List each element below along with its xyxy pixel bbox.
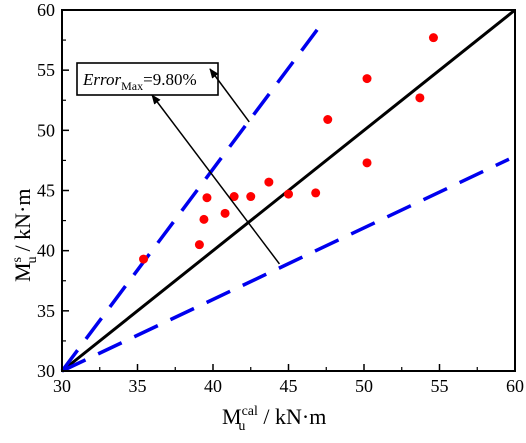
- y-tick-label: 40: [37, 241, 55, 261]
- annotation-text: ErrorMax=9.80%: [82, 70, 197, 93]
- x-tick-label: 35: [129, 376, 147, 396]
- x-tick-label: 50: [355, 376, 373, 396]
- y-tick-label: 60: [37, 0, 55, 20]
- data-point: [362, 158, 372, 168]
- data-point: [284, 189, 293, 199]
- dashed-bound-line-1: [60, 18, 327, 373]
- data-points-layer: [139, 33, 438, 264]
- data-point: [199, 214, 209, 224]
- axes-layer: 30 35 40 45 50 55 60 30 35 40 45 50 55 60: [37, 0, 524, 396]
- y-tick-label: 45: [37, 181, 55, 201]
- data-point: [323, 115, 333, 125]
- x-tick-label: 30: [53, 376, 71, 396]
- data-point: [202, 193, 212, 203]
- x-tick-label: 55: [431, 376, 449, 396]
- data-point: [415, 93, 425, 103]
- x-tick-label: 40: [204, 376, 222, 396]
- data-point: [311, 188, 321, 198]
- x-tick-label: 45: [280, 376, 298, 396]
- annotation-box: [76, 62, 219, 96]
- y-tick-label: 30: [37, 361, 55, 381]
- data-point: [139, 254, 149, 264]
- data-point: [194, 240, 204, 250]
- x-axis-label: Mcal u / kN·m: [222, 404, 326, 434]
- y-tick-label: 55: [37, 60, 55, 80]
- x-tick-label: 60: [506, 376, 524, 396]
- data-point: [362, 74, 372, 84]
- data-point: [220, 208, 230, 218]
- axis-labels-layer: Mcal u / kN·m Msu / kN·m: [10, 189, 326, 434]
- annotation-arrow: [209, 68, 250, 123]
- data-point: [264, 177, 274, 187]
- y-axis-label: Msu / kN·m: [10, 189, 40, 282]
- y-tick-label: 35: [37, 301, 55, 321]
- annotation-layer: ErrorMax=9.80%: [76, 62, 281, 265]
- y-tick-label: 50: [37, 120, 55, 140]
- data-point: [428, 33, 438, 43]
- annotation-arrow: [151, 94, 281, 265]
- dashed-bound-line-2: [61, 157, 510, 373]
- data-point: [246, 192, 256, 202]
- data-point: [229, 192, 239, 202]
